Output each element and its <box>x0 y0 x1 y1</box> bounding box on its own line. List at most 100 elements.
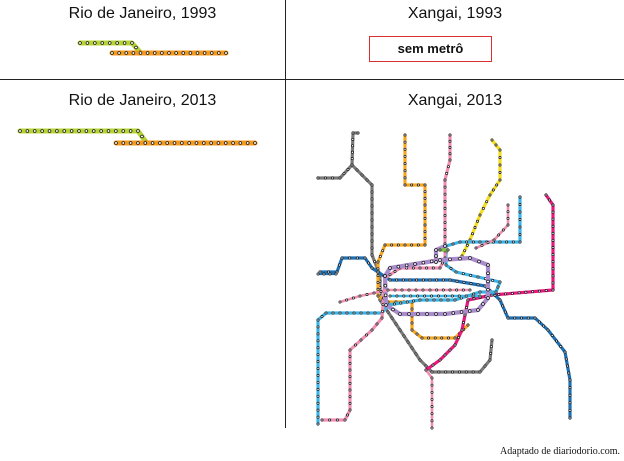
sh-line-gray-2-station <box>444 370 448 374</box>
sh-line-dark-blue-station <box>542 324 546 328</box>
sh-line-gray-2-station <box>370 211 374 215</box>
sh-line-orange-station <box>423 183 427 187</box>
sh-line-purple-station <box>486 279 490 284</box>
rio2013-line1-track <box>17 128 149 145</box>
sh-line-dark-blue-station <box>498 298 502 302</box>
sh-line-dark-blue-station <box>408 278 412 282</box>
sh-line-purple-station <box>396 264 401 269</box>
sh-line-dark-blue-station <box>526 316 530 320</box>
sh-line-gray-2-station <box>394 322 398 326</box>
sh-line-yellow-station <box>465 243 469 247</box>
sh-line-pink-station <box>443 228 447 232</box>
sh-line-light-blue-2-station <box>430 294 433 298</box>
sh-line-dark-blue-station <box>415 278 419 282</box>
sh-line-light-blue-station <box>316 325 320 329</box>
sh-line-gray-2-station <box>373 260 377 264</box>
rio1993-line2-station <box>181 51 186 55</box>
sh-line-pink-2-station <box>441 288 445 292</box>
sh-line-light-blue-station <box>469 273 473 277</box>
sh-line-light-blue-station <box>451 242 455 246</box>
sh-line-gray-2-station <box>370 218 374 222</box>
sh-line-magenta-station <box>463 313 467 317</box>
sh-line-pink-station <box>443 192 447 196</box>
rio1993-line1-station <box>122 41 127 45</box>
sh-line-pink-station <box>448 152 452 156</box>
sh-line-pink-2-station <box>386 288 390 292</box>
sh-line-orange-station <box>376 274 380 278</box>
rio2013-line2-station <box>180 141 184 145</box>
rio2013-line2-station <box>209 141 213 145</box>
rio2013-line2-station <box>114 141 118 145</box>
sh-line-dark-blue-station <box>563 350 567 354</box>
sh-line-orange-station <box>403 243 407 247</box>
sh-line-purple-station <box>416 312 420 316</box>
sh-line-orange-station <box>416 243 420 247</box>
sh-line-pink-2-station <box>414 288 418 292</box>
sh-line-pink-station <box>380 316 384 320</box>
sh-line-pink-station <box>425 266 429 270</box>
sh-line-light-blue-station <box>316 360 320 364</box>
sh-line-dark-blue-station <box>476 283 480 287</box>
sh-line-orange-station <box>433 336 437 340</box>
sh-line-magenta-station <box>551 274 555 278</box>
rio2013-line1-station <box>114 129 118 133</box>
sh-line-light-blue-2-station <box>457 294 461 298</box>
sh-line-purple-station <box>407 312 411 316</box>
sh-line-purple-2 <box>433 243 448 265</box>
sh-line-orange-station <box>423 223 427 227</box>
sh-line-light-blue-station <box>366 311 370 315</box>
sh-line-dark-blue-station <box>388 278 392 282</box>
sh-line-pink-station <box>431 266 435 270</box>
sh-line-dark-blue-station <box>395 278 399 282</box>
sh-line-light-blue-station <box>412 299 416 303</box>
sh-line-pink-station <box>348 355 352 359</box>
sh-line-gray-2-station <box>360 173 364 177</box>
sh-line-gray-2-station <box>418 358 422 362</box>
rio2013-line1-station <box>106 129 111 133</box>
sh-line-yellow-station <box>498 171 502 174</box>
sh-line-dark-blue-station <box>435 278 439 282</box>
sh-line-purple-station <box>383 293 388 298</box>
sh-line-pink-station <box>328 418 332 422</box>
sh-line-gray-2-station <box>402 334 406 338</box>
rio2013-line2-station <box>136 141 140 145</box>
sh-line-pink-station <box>443 185 447 189</box>
sh-line-pink-4-station <box>480 243 484 247</box>
sh-line-pink-station <box>348 401 352 405</box>
sh-line-light-blue-station <box>338 311 342 315</box>
sh-line-dark-blue-station <box>421 278 425 282</box>
sh-line-gray-2-station <box>406 340 410 344</box>
sh-line-purple-2-station <box>434 248 438 252</box>
sh-line-light-blue-station <box>518 203 522 206</box>
sh-line-purple-station <box>425 312 429 316</box>
sh-line-gray-2-station <box>489 351 493 355</box>
sh-line-gray-station <box>338 176 342 180</box>
sh-line-magenta <box>424 193 555 372</box>
sh-line-yellow-station <box>498 148 502 152</box>
sh-line-orange-station <box>440 336 444 340</box>
sh-line-pink-4-station <box>474 246 478 250</box>
sh-line-gray-2-station <box>370 190 374 194</box>
sh-line-gray-station <box>342 172 346 176</box>
sh-line-magenta-station <box>472 297 476 301</box>
sh-line-light-blue-station <box>454 270 458 274</box>
sh-line-pink-2-station <box>428 288 432 292</box>
sh-line-orange-station <box>410 243 414 247</box>
sh-line-orange-station <box>378 254 382 258</box>
sh-line-dark-blue-station <box>546 328 550 332</box>
sh-line-dark-blue-station <box>355 256 359 260</box>
sh-line-light-blue-station <box>316 353 320 357</box>
sh-line-magenta-station <box>517 291 521 295</box>
sh-line-pink-station <box>343 418 347 422</box>
sh-line-magenta-station <box>551 281 555 285</box>
sh-line-light-blue-2-station <box>423 294 427 298</box>
sh-line-dark-blue-station <box>568 416 572 420</box>
rio2013-line1-station <box>84 129 89 133</box>
horizontal-divider <box>0 79 624 80</box>
rio1993-line2-station <box>195 51 200 55</box>
sh-line-gray-station <box>351 131 355 135</box>
sh-line-pink-station <box>375 322 379 326</box>
sh-line-pink-2-station <box>400 288 404 292</box>
sh-line-magenta-station <box>551 210 555 214</box>
sh-line-dark-blue-station <box>455 279 459 283</box>
